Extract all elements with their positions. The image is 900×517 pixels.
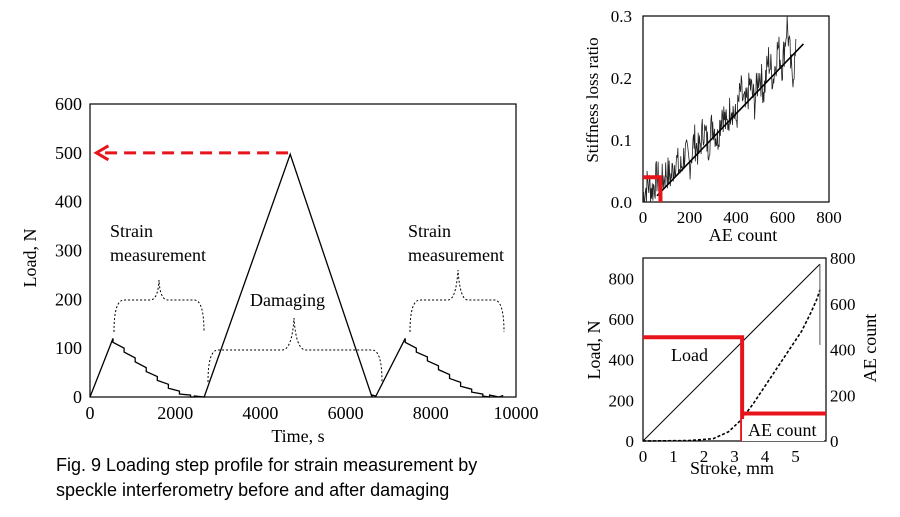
c1-yticks-tick: 400 [55, 192, 82, 212]
c3-xticks-tick: 5 [791, 447, 800, 466]
c2-x-tick-labels: 0 200 400 600 800 [639, 208, 842, 227]
c2-plot-frame [642, 15, 830, 203]
c1-annotation-strain-right-1: Strain [408, 221, 451, 241]
c3-yticks-tick: 0 [626, 432, 635, 451]
c3-xticks-tick: 0 [639, 447, 648, 466]
c1-yticks-tick: 100 [55, 338, 82, 358]
c3-y2-axis-label: AE count [860, 314, 880, 382]
c3-yticks-tick: 200 [609, 391, 635, 410]
c1-x-tick-labels: 0 2000 4000 6000 8000 10000 [86, 403, 539, 423]
c2-yticks-tick: 0.2 [611, 69, 632, 88]
c1-xticks-tick: 4000 [242, 403, 278, 423]
c1-yticks-tick: 200 [55, 289, 82, 309]
c3-yticks-tick: 400 [609, 351, 635, 370]
caption-line-1: Fig. 9 Loading step profile for strain m… [56, 455, 477, 475]
c1-x-axis-label: Time, s [271, 426, 324, 446]
c2-fit-line [656, 43, 805, 197]
c3-ae-dashed-line [642, 289, 821, 442]
c1-annotation-strain-left-2: measurement [110, 245, 206, 265]
c3-y2ticks-tick: 800 [830, 249, 856, 268]
c1-xticks-tick: 8000 [413, 403, 449, 423]
c1-plot-frame [89, 103, 517, 398]
c1-bracket-left [113, 279, 205, 333]
c1-bracket-damaging [207, 317, 383, 383]
c3-y2ticks-tick: 400 [830, 341, 856, 360]
c2-yticks-tick: 0.1 [611, 131, 632, 150]
c3-x-axis-label: Stroke, mm [690, 458, 774, 478]
c2-noisy-series [642, 15, 797, 203]
c3-x-tick-labels: 0 1 2 3 4 5 [639, 447, 800, 466]
c2-xticks-tick: 0 [639, 208, 648, 227]
c3-ae-label-bg [742, 419, 824, 441]
c1-xticks-tick: 10000 [494, 403, 539, 423]
c1-annotation-strain-left-1: Strain [110, 221, 153, 241]
c3-xticks-tick: 3 [730, 447, 739, 466]
c1-bracket-right [409, 269, 505, 333]
c2-y-axis-label: Stiffness loss ratio [583, 37, 602, 162]
c3-y2ticks-tick: 200 [830, 386, 856, 405]
c2-xticks-tick: 600 [770, 208, 796, 227]
c1-yticks-tick: 0 [73, 387, 82, 407]
load-time-chart: 0 2000 4000 6000 8000 10000 0 100 200 300 400 500 6… [20, 94, 539, 446]
c2-yticks-tick: 0.0 [611, 193, 632, 212]
c1-xticks-tick: 2000 [157, 403, 193, 423]
c3-series-label-load: Load [671, 345, 708, 365]
c2-yticks-tick: 0.3 [611, 7, 632, 26]
c1-red-arrow-head [93, 144, 110, 162]
c3-xticks-tick: 4 [761, 447, 770, 466]
stiffness-ae-chart: 0 200 400 600 800 0.0 0.1 0.2 0.3 AE count Stif… [583, 7, 842, 245]
c1-yticks-tick: 500 [55, 143, 82, 163]
c3-y2ticks-tick: 0 [830, 432, 839, 451]
c1-series-line [89, 152, 504, 398]
c1-xticks-tick: 0 [86, 403, 95, 423]
c3-plot-frame [642, 257, 827, 442]
c1-y-axis-label: Load, N [20, 229, 40, 288]
c1-yticks-tick: 600 [55, 94, 82, 114]
c3-y-axis-label: Load, N [584, 321, 604, 380]
load-stroke-chart: 0 1 2 3 4 5 0 200 400 600 800 0 200 400 600 800 Strok… [584, 249, 880, 478]
c3-y2ticks-tick: 600 [830, 295, 856, 314]
c2-xticks-tick: 800 [816, 208, 842, 227]
c2-xticks-tick: 200 [677, 208, 703, 227]
c2-red-highlight [643, 175, 663, 202]
c2-x-axis-label: AE count [709, 225, 777, 245]
c2-xticks-tick: 400 [723, 208, 749, 227]
c3-y-tick-labels: 0 200 400 600 800 [609, 269, 635, 451]
c3-load-line [642, 263, 821, 442]
c1-xticks-tick: 6000 [328, 403, 364, 423]
c1-yticks-tick: 300 [55, 241, 82, 261]
c3-xticks-tick: 2 [700, 447, 709, 466]
c3-yticks-tick: 800 [609, 269, 635, 288]
c1-annotation-damaging: Damaging [250, 290, 325, 310]
c3-series-label-ae: AE count [748, 420, 816, 440]
c3-load-label-bg [664, 343, 716, 367]
c3-y2-tick-labels: 0 200 400 600 800 [830, 249, 856, 451]
c2-y-tick-labels: 0.0 0.1 0.2 0.3 [611, 7, 632, 212]
c3-yticks-tick: 600 [609, 310, 635, 329]
c3-xticks-tick: 1 [669, 447, 678, 466]
caption-line-2: speckle interferometry before and after … [56, 480, 449, 500]
c3-red-load-marker [643, 335, 745, 441]
c1-annotation-strain-right-2: measurement [408, 245, 504, 265]
c1-y-tick-labels: 0 100 200 300 400 500 600 [55, 94, 82, 407]
